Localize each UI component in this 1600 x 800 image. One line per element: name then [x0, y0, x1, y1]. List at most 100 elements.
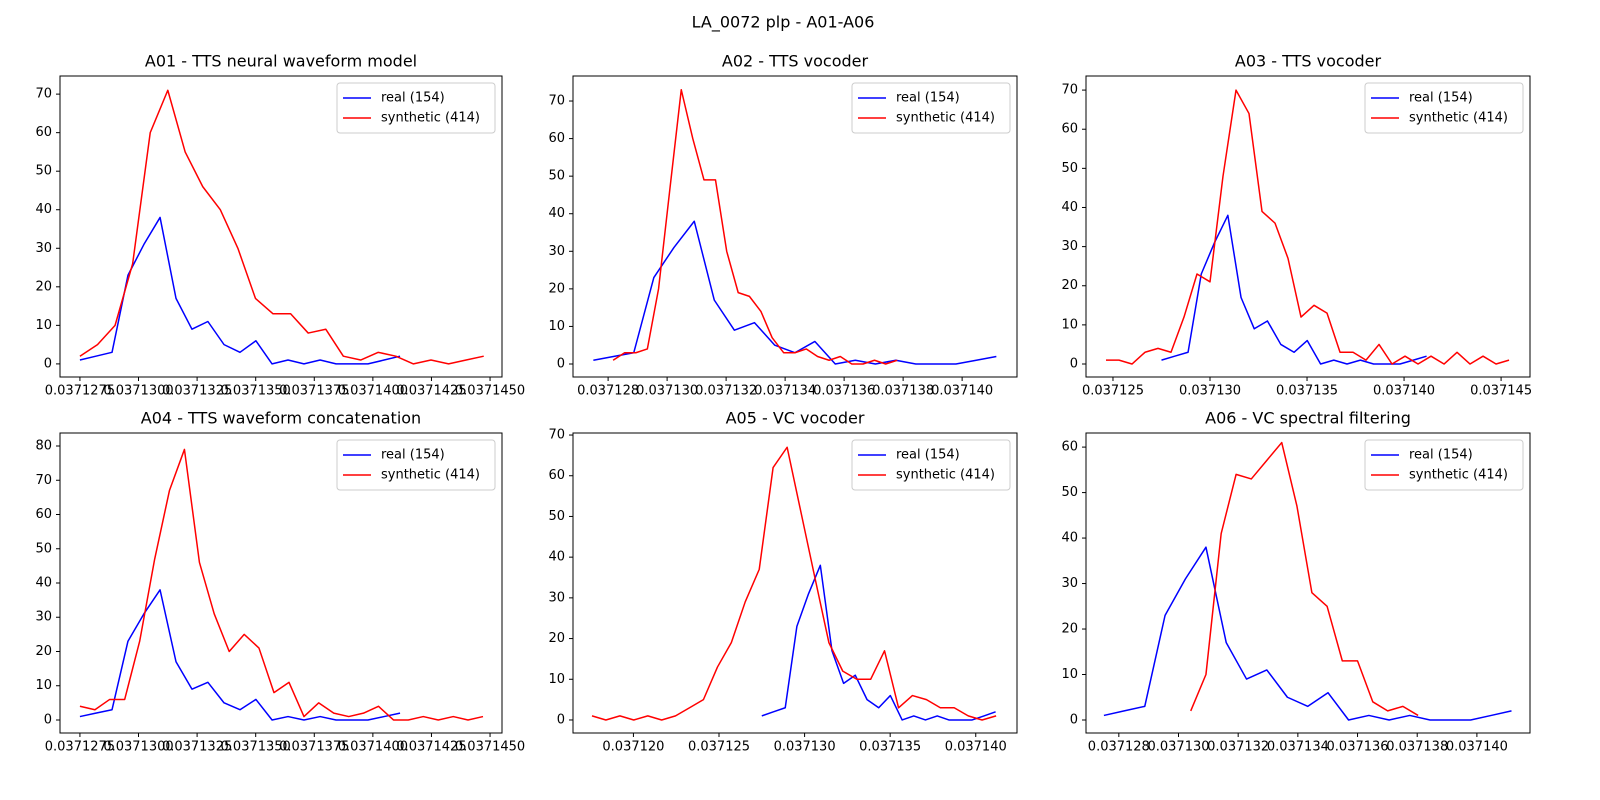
x-tick-label: 0.037120 — [602, 740, 664, 755]
y-tick-label: 50 — [35, 541, 52, 556]
y-tick-label: 50 — [548, 509, 565, 524]
x-tick-label: 0.037134 — [1267, 740, 1329, 755]
axes-frame — [1085, 432, 1531, 734]
x-tick-label: 0.037138 — [1386, 740, 1448, 755]
legend-box — [336, 439, 496, 491]
y-tick-label: 20 — [35, 279, 52, 294]
legend-label: synthetic (414) — [896, 111, 995, 126]
subplot: A05 - VC vocoder 0.037120 0.037125 0.037130… — [548, 409, 1018, 755]
y-tick-label: 70 — [35, 87, 52, 102]
legend-box — [851, 439, 1011, 491]
x-tick-label: 0.0371400 — [338, 740, 408, 755]
x-tick-label: 0.0371300 — [103, 740, 173, 755]
y-tick-label: 0 — [1070, 357, 1078, 372]
subplot-title: A06 - VC spectral filtering — [1205, 409, 1411, 428]
series-line — [79, 216, 401, 365]
x-tick-label: 0.037130 — [1179, 384, 1241, 399]
legend-box — [851, 82, 1011, 134]
y-tick-label: 0 — [1070, 712, 1078, 727]
y-tick-label: 0 — [557, 357, 565, 372]
legend-label: real (154) — [896, 448, 960, 463]
x-tick-label: 0.037130 — [774, 740, 836, 755]
y-tick-label: 20 — [35, 644, 52, 659]
x-tick-label: 0.0371300 — [103, 384, 173, 399]
x-tick-label: 0.037136 — [813, 384, 875, 399]
y-tick-label: 60 — [35, 125, 52, 140]
x-tick-label: 0.0371275 — [45, 740, 115, 755]
x-tick-label: 0.0371375 — [279, 740, 349, 755]
x-tick-label: 0.0371350 — [221, 740, 291, 755]
figure-title: LA_0072 plp - A01-A06 — [692, 13, 875, 33]
y-tick-label: 20 — [548, 281, 565, 296]
legend-box — [336, 82, 496, 134]
y-tick-label: 60 — [35, 507, 52, 522]
x-tick-label: 0.037135 — [859, 740, 921, 755]
x-tick-label: 0.037140 — [945, 740, 1007, 755]
x-tick-label: 0.037132 — [695, 384, 757, 399]
y-tick-label: 0 — [44, 712, 52, 727]
y-tick-label: 70 — [35, 473, 52, 488]
x-tick-label: 0.037125 — [1082, 384, 1144, 399]
y-tick-label: 80 — [35, 439, 52, 454]
series-line — [1161, 214, 1427, 365]
subplot: A02 - TTS vocoder0.0371280.0371300.03713… — [548, 52, 1018, 399]
y-tick-label: 0 — [557, 712, 565, 727]
legend-label: real (154) — [381, 448, 445, 463]
y-tick-label: 50 — [35, 164, 52, 179]
subplot: A01 - TTS neural waveform model 0.0371275… — [35, 52, 525, 399]
series-line — [761, 564, 996, 721]
y-tick-label: 10 — [548, 672, 565, 687]
series-line — [612, 89, 898, 365]
y-tick-label: 20 — [548, 631, 565, 646]
y-tick-label: 70 — [1061, 83, 1078, 98]
series-line — [79, 448, 484, 721]
x-tick-label: 0.037145 — [1470, 384, 1532, 399]
subplot-title: A05 - VC vocoder — [726, 409, 865, 428]
y-tick-label: 30 — [548, 590, 565, 605]
y-tick-label: 30 — [1061, 576, 1078, 591]
y-tick-label: 60 — [548, 131, 565, 146]
x-tick-label: 0.0371375 — [279, 384, 349, 399]
subplot-title: A01 - TTS neural waveform model — [145, 52, 417, 71]
subplot-title: A03 - TTS vocoder — [1235, 52, 1382, 71]
axes-frame — [59, 75, 503, 378]
legend-label: real (154) — [896, 91, 960, 106]
legend-label: synthetic (414) — [1409, 111, 1508, 126]
x-tick-label: 0.0371425 — [396, 384, 466, 399]
y-tick-label: 40 — [548, 550, 565, 565]
legend: real (154) synthetic (414) — [851, 439, 1011, 491]
x-tick-label: 0.037128 — [577, 384, 639, 399]
y-tick-label: 70 — [548, 428, 565, 443]
legend: real (154) synthetic (414) — [336, 82, 496, 134]
y-tick-label: 70 — [548, 94, 565, 109]
legend-label: synthetic (414) — [381, 468, 480, 483]
legend-box — [1364, 439, 1524, 491]
y-tick-label: 30 — [35, 241, 52, 256]
series-line — [1190, 441, 1419, 717]
y-tick-label: 10 — [1061, 317, 1078, 332]
y-tick-label: 40 — [1061, 200, 1078, 215]
y-tick-label: 20 — [1061, 278, 1078, 293]
y-tick-label: 60 — [1061, 122, 1078, 137]
x-tick-label: 0.0371450 — [455, 740, 525, 755]
x-tick-label: 0.037130 — [636, 384, 698, 399]
x-tick-label: 0.0371275 — [45, 384, 115, 399]
axes-frame — [572, 432, 1018, 734]
legend-label: real (154) — [1409, 448, 1473, 463]
axes-frame — [1085, 75, 1531, 378]
y-tick-label: 40 — [35, 202, 52, 217]
x-tick-label: 0.037140 — [1373, 384, 1435, 399]
x-tick-label: 0.0371425 — [396, 740, 466, 755]
x-tick-label: 0.037130 — [1147, 740, 1209, 755]
legend-label: synthetic (414) — [381, 111, 480, 126]
y-tick-label: 60 — [548, 468, 565, 483]
y-tick-label: 40 — [548, 206, 565, 221]
series-line — [79, 589, 401, 721]
legend-label: real (154) — [1409, 91, 1473, 106]
y-tick-label: 50 — [1061, 161, 1078, 176]
series-line — [79, 89, 484, 365]
y-tick-label: 30 — [35, 610, 52, 625]
subplot-title: A02 - TTS vocoder — [722, 52, 869, 71]
